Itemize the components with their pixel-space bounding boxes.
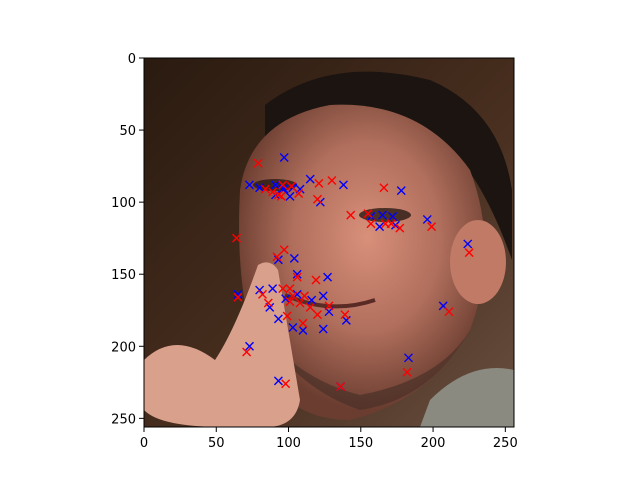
blue-x-marker	[305, 174, 315, 184]
red-x-marker	[278, 284, 288, 294]
red-x-marker	[292, 272, 302, 282]
red-x-marker	[260, 184, 270, 194]
red-x-marker	[311, 275, 321, 285]
axis-ticks: 0 50 100 150 200 250 0 50 100 150 200 250	[111, 52, 518, 451]
blue-x-marker	[268, 284, 278, 294]
blue-x-marker	[255, 285, 265, 295]
red-x-marker	[299, 291, 309, 301]
blue-x-marker	[273, 314, 283, 324]
y-tick-label: 150	[111, 268, 136, 283]
red-x-marker	[268, 187, 278, 197]
red-x-marker	[363, 209, 373, 219]
red-x-marker	[253, 158, 263, 168]
red-x-marker	[366, 219, 376, 229]
red-x-marker	[314, 178, 324, 188]
blue-x-marker	[273, 376, 283, 386]
red-x-marker	[273, 190, 283, 200]
red-x-marker	[340, 310, 350, 320]
blue-x-marker	[245, 341, 255, 351]
blue-x-marker	[278, 184, 288, 194]
y-tick-label: 200	[111, 340, 136, 355]
blue-x-marker	[281, 294, 291, 304]
red-x-marker	[232, 233, 241, 243]
red-x-marker	[242, 347, 252, 357]
red-x-marker	[379, 183, 389, 193]
blue-x-marker	[298, 325, 308, 335]
blue-x-marker	[279, 152, 289, 162]
landmark-markers	[232, 152, 474, 392]
blue-x-marker	[388, 212, 398, 222]
blue-x-marker	[273, 255, 283, 265]
red-x-marker	[276, 191, 286, 201]
red-x-marker	[444, 307, 454, 317]
red-x-marker	[282, 311, 292, 321]
blue-x-marker	[245, 180, 255, 190]
y-tick-label: 250	[111, 412, 136, 427]
x-tick-label: 150	[348, 436, 373, 451]
blue-x-marker	[292, 269, 302, 279]
red-x-marker	[402, 367, 412, 377]
red-x-marker	[279, 245, 289, 255]
red-x-marker	[380, 219, 390, 229]
y-tick-label: 100	[111, 196, 136, 211]
red-x-marker	[285, 297, 295, 307]
red-x-marker	[272, 252, 282, 262]
blue-x-marker	[377, 210, 387, 220]
blue-x-marker	[396, 186, 406, 196]
red-x-marker	[336, 382, 346, 392]
red-x-marker	[258, 289, 268, 299]
blue-x-marker	[255, 183, 265, 193]
red-x-marker	[312, 194, 322, 204]
blue-x-marker	[271, 180, 281, 190]
background-photo	[144, 58, 514, 427]
y-tick-label: 50	[119, 124, 136, 139]
blue-x-marker	[375, 222, 385, 232]
blue-x-marker	[289, 253, 299, 263]
y-tick-label: 0	[128, 52, 136, 67]
red-x-marker	[327, 176, 337, 186]
red-x-marker	[464, 248, 474, 258]
red-x-marker	[285, 284, 295, 294]
x-tick-label: 0	[140, 436, 148, 451]
blue-x-marker	[318, 291, 328, 301]
blue-x-marker	[323, 272, 333, 282]
red-x-marker	[233, 292, 243, 302]
blue-x-marker	[233, 289, 243, 299]
red-x-marker	[305, 302, 315, 312]
red-x-marker	[312, 310, 322, 320]
red-x-marker	[295, 298, 305, 308]
red-x-marker	[278, 180, 288, 190]
blue-x-marker	[318, 324, 328, 334]
x-tick-label: 100	[276, 436, 301, 451]
red-x-marker	[427, 222, 437, 232]
red-x-marker	[395, 223, 405, 233]
blue-x-marker	[307, 295, 317, 305]
blue-x-marker	[463, 239, 473, 249]
blue-x-marker	[338, 180, 348, 190]
red-x-marker	[294, 188, 304, 198]
x-tick-label: 200	[421, 436, 446, 451]
red-x-marker	[286, 181, 296, 191]
blue-x-marker	[422, 214, 432, 224]
red-x-marker	[346, 210, 356, 220]
red-x-marker	[298, 318, 308, 328]
red-x-marker	[281, 379, 291, 389]
red-x-marker	[324, 301, 334, 311]
x-tick-label: 50	[208, 436, 225, 451]
blue-x-marker	[285, 191, 295, 201]
blue-x-marker	[341, 315, 351, 325]
blue-x-marker	[403, 353, 413, 363]
blue-x-marker	[288, 323, 298, 333]
axes-frame	[143, 57, 515, 428]
red-x-marker	[263, 298, 273, 308]
x-tick-label: 250	[493, 436, 518, 451]
red-x-marker	[288, 291, 298, 301]
